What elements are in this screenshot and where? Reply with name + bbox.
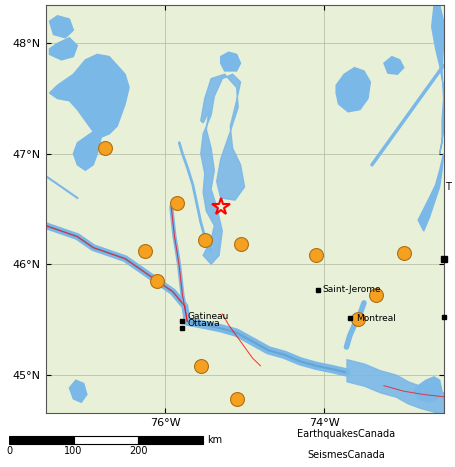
Point: [233, 395, 240, 403]
Polygon shape: [414, 377, 442, 402]
Polygon shape: [69, 380, 87, 402]
Polygon shape: [418, 154, 444, 231]
Polygon shape: [50, 38, 77, 60]
Polygon shape: [432, 5, 444, 154]
Text: T: T: [445, 182, 451, 191]
Polygon shape: [73, 120, 101, 170]
Text: 100: 100: [65, 446, 83, 456]
FancyBboxPatch shape: [9, 436, 74, 444]
Text: EarthquakesCanada: EarthquakesCanada: [297, 429, 395, 439]
Polygon shape: [336, 68, 370, 112]
Text: Montreal: Montreal: [356, 314, 396, 323]
Point: [237, 241, 244, 248]
Point: [142, 247, 149, 255]
Text: Saint-Jerome: Saint-Jerome: [323, 285, 381, 294]
Point: [201, 236, 208, 244]
Point: [313, 252, 320, 259]
Point: [400, 249, 408, 257]
Point: [173, 200, 181, 207]
Text: 0: 0: [6, 446, 12, 456]
Polygon shape: [384, 57, 404, 74]
Point: [101, 144, 109, 152]
FancyBboxPatch shape: [74, 436, 138, 444]
Point: [153, 277, 161, 284]
Text: km: km: [207, 435, 222, 445]
Text: Gatineau: Gatineau: [187, 311, 228, 320]
Point: [372, 291, 379, 299]
Polygon shape: [221, 52, 241, 71]
FancyBboxPatch shape: [138, 436, 202, 444]
Point: [197, 362, 204, 369]
Polygon shape: [50, 16, 73, 38]
Text: 200: 200: [129, 446, 147, 456]
Point: [354, 316, 361, 323]
Polygon shape: [201, 74, 245, 264]
Text: Ottawa: Ottawa: [187, 319, 220, 328]
Text: SeismesCanada: SeismesCanada: [307, 450, 384, 460]
Polygon shape: [50, 54, 129, 137]
